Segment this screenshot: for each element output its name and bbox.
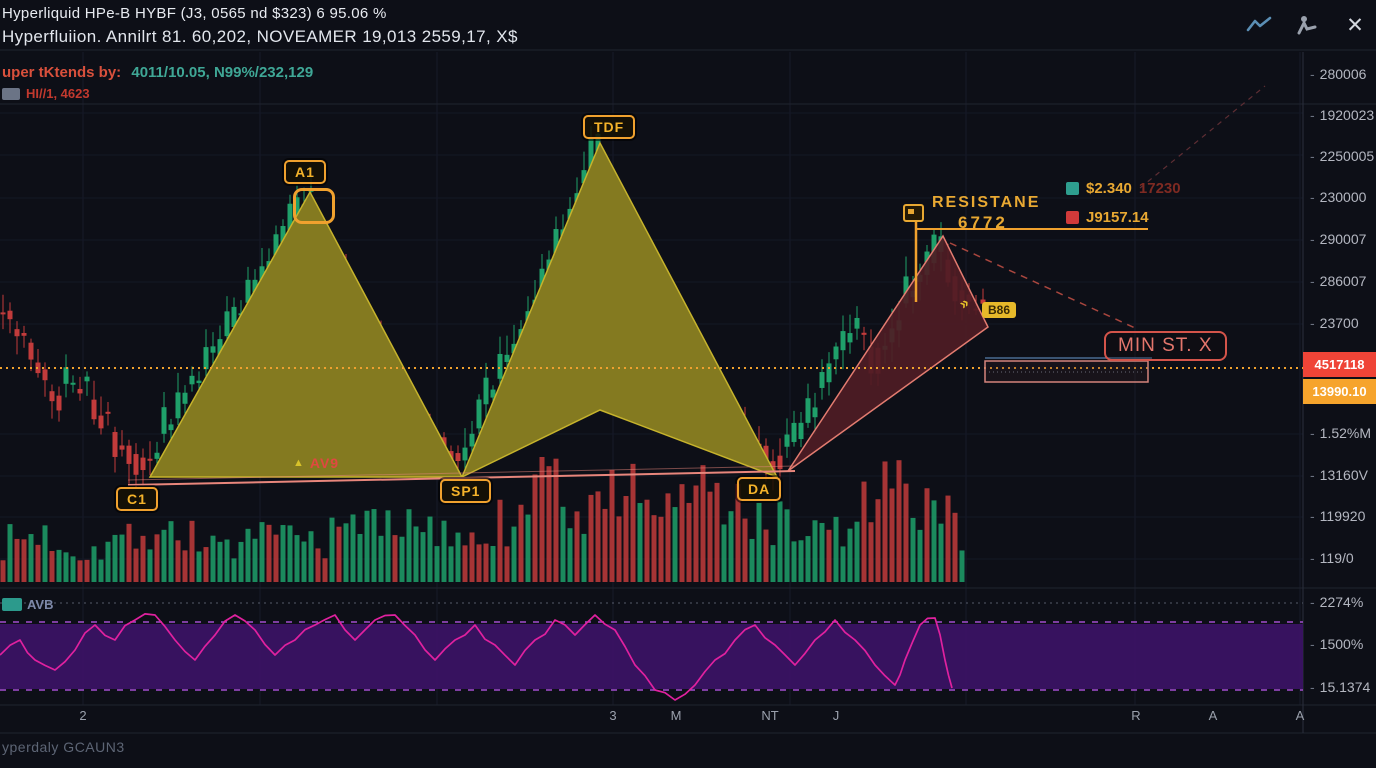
lower-indicator-label[interactable]: AVB (2, 597, 53, 612)
price-axis-label: 1.52%M (1310, 425, 1371, 441)
symbol-subtitle: Hyperfluiion. Annilrt 81. 60,202, NOVEAM… (2, 27, 518, 46)
trend-value: 4011/10.05, N99%/232,129 (131, 64, 314, 81)
time-axis-label: J (832, 708, 840, 723)
indicator-icon (2, 87, 20, 100)
price-axis-label: 119/0 (1310, 550, 1354, 566)
pattern-apex-box[interactable] (293, 188, 335, 224)
teal-square-icon (1066, 182, 1079, 195)
price-axis-label: 23700 (1310, 315, 1359, 331)
symbol-title: Hyperliquid HPe-B HYBF (J3, 0565 nd $323… (2, 5, 387, 22)
trend-chart-icon[interactable] (1246, 12, 1272, 38)
resistance-value: 6772 (958, 213, 1008, 232)
watermark: yperdaly GCAUN3 (2, 739, 125, 755)
close-icon[interactable]: ✕ (1346, 13, 1364, 37)
time-axis-label: 2 (79, 708, 87, 723)
publish-person-icon[interactable] (1294, 12, 1320, 38)
price-axis-label: 230000 (1310, 189, 1367, 205)
red-square-icon (1066, 211, 1079, 224)
price-axis-label: 1920023 (1310, 107, 1375, 123)
legend-row-1: $2.340 17230 (1066, 180, 1181, 197)
flag-icon[interactable] (903, 204, 924, 222)
pattern-point-c1[interactable]: C1 (116, 487, 158, 511)
trend-label: uper tKtends by: (2, 64, 122, 81)
time-axis-label: 3 (609, 708, 617, 723)
price-axis-label: 286007 (1310, 273, 1367, 289)
price-axis-label: 1500% (1310, 636, 1364, 652)
time-axis-label: A (1295, 708, 1305, 723)
spark-icon: ▲ (293, 457, 305, 469)
pattern-point-sp1[interactable]: SP1 (440, 479, 492, 503)
baseline-label-av9[interactable]: ▲ AV9 (293, 455, 340, 471)
resistance-label: RESISTANE (932, 194, 1041, 211)
price-axis-label: 2250005 (1310, 148, 1375, 164)
price-axis-label: 15.1374 (1310, 679, 1371, 695)
price-tag-b86[interactable]: B86 (982, 302, 1017, 318)
time-axis-label: M (670, 708, 682, 723)
legend-row-2: J9157.14 (1066, 209, 1149, 226)
header-toolbar: ✕ (1246, 12, 1368, 38)
alert-price-badge: 13990.10 (1303, 379, 1376, 404)
time-axis-label: NT (761, 708, 779, 723)
time-axis-label: A (1208, 708, 1218, 723)
target-box-min-st-x[interactable]: MIN ST. X (1104, 331, 1227, 361)
indicator-text: HI//1, 4623 (26, 86, 90, 101)
legend-value-2: J9157.14 (1086, 209, 1149, 226)
price-axis-label: 290007 (1310, 231, 1367, 247)
price-axis-label: 119920 (1310, 508, 1366, 524)
price-axis-label: 2274% (1310, 594, 1364, 610)
last-price-badge: 4517118 (1303, 352, 1376, 377)
price-axis-label: 13160V (1310, 467, 1368, 483)
price-axis-label: 280006 (1310, 66, 1367, 82)
indicator-line-2: HI//1, 4623 (2, 86, 90, 101)
legend-value-1: $2.340 (1086, 180, 1132, 197)
indicator-badge-icon (2, 598, 22, 611)
indicator-legend-line: uper tKtends by: 4011/10.05, N99%/232,12… (2, 64, 313, 81)
pattern-point-da[interactable]: DA (737, 477, 782, 501)
pattern-point-a1[interactable]: A1 (284, 160, 326, 184)
time-axis-label: R (1131, 708, 1141, 723)
pattern-point-tdf[interactable]: TDF (583, 115, 636, 139)
legend-extra-1: 17230 (1138, 180, 1181, 197)
